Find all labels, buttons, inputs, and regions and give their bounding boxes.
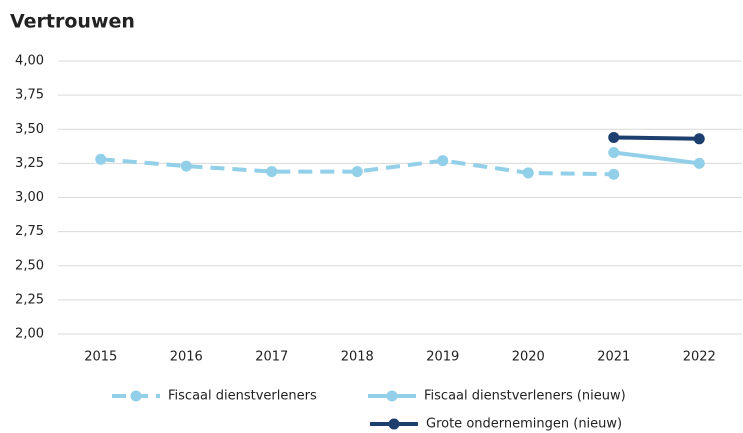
point: [608, 168, 620, 180]
x-tick-label: 2015: [84, 350, 117, 365]
series-line: [613, 135, 700, 141]
legend-marker: [130, 390, 142, 402]
legend-label: Fiscaal dienstverleners: [168, 389, 317, 404]
y-tick-label: 2,25: [15, 292, 44, 307]
point: [608, 146, 620, 158]
chart-title: Vertrouwen: [10, 11, 135, 33]
legend-marker: [386, 390, 398, 402]
y-tick-label: 4,00: [15, 54, 44, 69]
y-tick-label: 2,00: [15, 327, 44, 342]
y-tick-label: 3,00: [15, 190, 44, 205]
point: [180, 160, 192, 172]
y-tick-label: 3,75: [15, 88, 44, 103]
point: [693, 157, 705, 169]
y-tick-label: 3,25: [15, 156, 44, 171]
point: [437, 155, 449, 167]
x-tick-label: 2017: [255, 350, 288, 365]
x-tick-label: 2019: [426, 350, 459, 365]
legend-label: Fiscaal dienstverleners (nieuw): [424, 389, 626, 404]
y-tick-label: 3,50: [15, 122, 44, 137]
point: [693, 133, 705, 145]
point: [522, 167, 534, 179]
point: [351, 166, 363, 178]
point: [266, 166, 278, 178]
x-tick-label: 2020: [512, 350, 545, 365]
x-tick-label: 2016: [170, 350, 203, 365]
y-tick-label: 2,50: [15, 258, 44, 273]
series-line: [613, 150, 700, 166]
x-tick-label: 2021: [597, 350, 630, 365]
x-tick-label: 2018: [341, 350, 374, 365]
legend-label: Grote ondernemingen (nieuw): [426, 417, 622, 432]
point: [95, 153, 107, 165]
point: [608, 131, 620, 143]
x-tick-label: 2022: [683, 350, 716, 365]
y-tick-label: 2,75: [15, 224, 44, 239]
legend-marker: [388, 418, 400, 430]
